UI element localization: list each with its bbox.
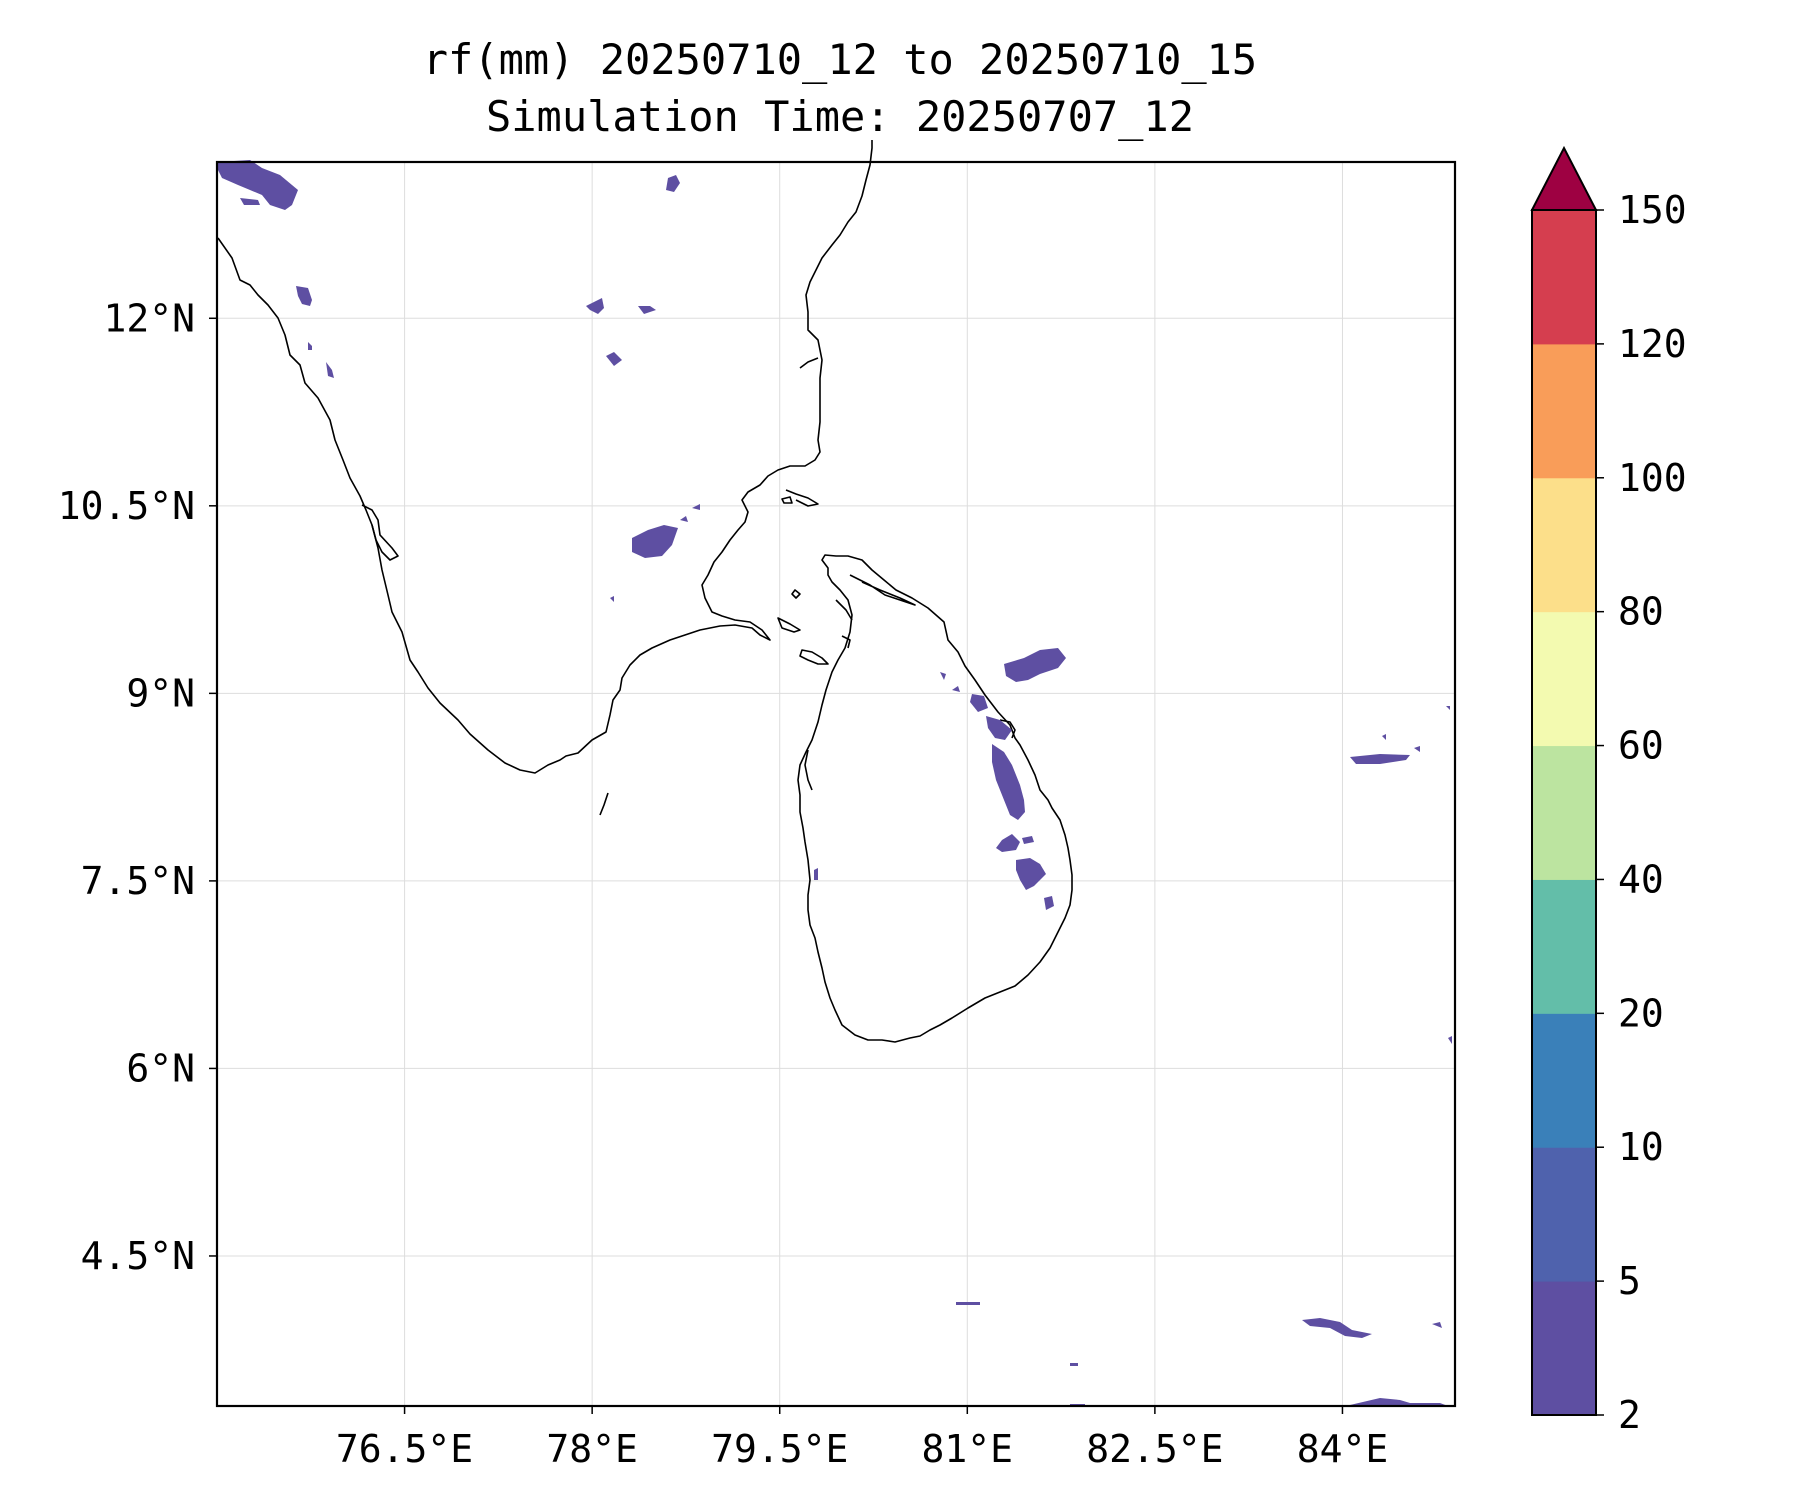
rain-patch [1022,836,1034,844]
coastline-detail [785,489,819,507]
coastline-detail [361,504,399,561]
rain-patch [638,306,656,314]
coastline-detail [841,635,851,649]
rain-patch [1004,648,1066,682]
coastline-island [791,589,801,599]
y-axis-ticks: 12°N 10.5°N 9°N 7.5°N 6°N 4.5°N [58,296,217,1278]
colorbar-tick-label: 100 [1618,456,1687,500]
colorbar-segment [1532,1147,1596,1282]
coastline-detail [799,357,819,369]
rain-patch [296,286,312,306]
coastline-sri-lanka [797,554,1073,1043]
coastline-island [777,617,801,633]
coastline [217,140,1073,1043]
rain-patch [1044,896,1054,910]
coastline-island [799,649,829,665]
colorbar-segment [1532,1281,1596,1416]
rain-patch [814,868,818,880]
y-tick-label: 12°N [103,296,195,340]
coastline-detail [599,792,609,816]
x-tick-label: 76.5°E [336,1427,473,1471]
coastline-detail [849,574,916,606]
rain-patch [956,1302,980,1305]
colorbar-segment [1532,1013,1596,1148]
rain-patch [1446,706,1450,710]
coastline-detail [804,749,813,791]
rain-patch [606,352,622,366]
y-tick-label: 10.5°N [58,484,195,528]
colorbar-tick-label: 40 [1618,857,1664,901]
coastline-detail [835,599,853,621]
rain-patch [610,596,614,602]
colorbar-frame [1531,209,1597,1416]
coastline-india [217,140,873,774]
rain-patch [1432,1322,1442,1328]
map-frame [215,160,1457,1408]
rain-patch [1350,754,1410,764]
rain-patch [218,160,298,210]
y-tick-label: 4.5°N [81,1234,195,1278]
colorbar-segment [1532,745,1596,880]
rain-patch [586,298,604,314]
rain-patch [1070,1363,1078,1366]
rain-patch [996,834,1020,852]
colorbar-tick-label: 2 [1618,1393,1641,1437]
rain-patch [1016,858,1046,890]
colorbar: 2 5 10 20 40 60 80 100 120 150 [1530,145,1687,1437]
colorbar-segment [1532,343,1596,479]
x-tick-label: 82.5°E [1086,1427,1223,1471]
x-tick-label: 81°E [922,1427,1014,1471]
colorbar-segment [1532,210,1596,345]
y-tick-label: 6°N [126,1046,195,1090]
rain-patch [1414,746,1420,752]
x-axis-ticks: 76.5°E 78°E 79.5°E 81°E 82.5°E 84°E [336,1406,1388,1471]
rain-patch [940,672,946,680]
rainfall-contours [218,160,1452,1406]
coastline-island [781,496,793,504]
rain-patch [632,525,678,558]
rain-patch [666,175,680,192]
rain-patch [308,342,312,350]
rain-patch [692,504,700,510]
colorbar-tick-label: 120 [1618,322,1687,366]
colorbar-tick-label: 20 [1618,991,1664,1035]
x-tick-label: 78°E [546,1427,638,1471]
colorbar-tick-label: 150 [1618,188,1687,232]
rain-patch [326,362,334,378]
rain-patch [1350,1398,1448,1406]
x-tick-label: 84°E [1297,1427,1389,1471]
rain-patch [952,686,960,692]
title-line-1: rf(mm) 20250710_12 to 20250710_15 [423,35,1257,84]
y-tick-label: 7.5°N [81,859,195,903]
rain-patch [680,516,688,522]
x-tick-label: 79.5°E [711,1427,848,1471]
colorbar-extend-arrow [1530,145,1598,211]
rain-patch [992,744,1025,820]
coastline-detail [999,719,1016,739]
colorbar-tick-label: 10 [1618,1125,1664,1169]
rain-patch [970,694,988,712]
title-line-2: Simulation Time: 20250707_12 [486,92,1194,141]
rain-patch [1302,1318,1372,1338]
map-panel: 76.5°E 78°E 79.5°E 81°E 82.5°E 84°E 12°N 10.5°… [58,140,1457,1471]
gridlines [217,162,1455,1406]
rain-patch [240,198,260,205]
y-tick-label: 9°N [126,671,195,715]
colorbar-segment [1532,879,1596,1014]
colorbar-segment [1532,611,1596,747]
colorbar-tick-label: 80 [1618,590,1664,634]
colorbar-segment [1532,477,1596,613]
colorbar-tick-label: 60 [1618,724,1664,768]
rain-patch [1448,1036,1452,1044]
rain-patch [1382,734,1386,740]
colorbar-tick-label: 5 [1618,1259,1641,1303]
rain-patch [986,716,1012,740]
